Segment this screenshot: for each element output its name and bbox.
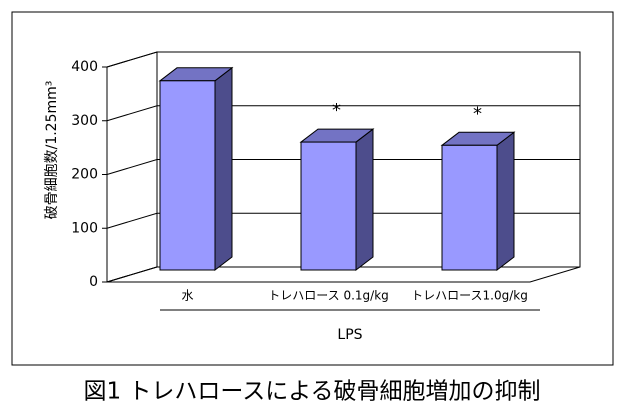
caption: 図1 トレハロースによる破骨細胞増加の抑制 bbox=[83, 379, 540, 405]
y-tick-label: 100 bbox=[71, 220, 98, 236]
y-tick-label: 0 bbox=[89, 274, 98, 290]
x-tick-label: トレハロース1.0g/kg bbox=[411, 289, 528, 303]
annotation: * bbox=[332, 100, 341, 121]
y-axis-label: 破骨細胞数/1.25mm³ bbox=[44, 81, 60, 220]
bar-side bbox=[214, 66, 233, 272]
bar-side bbox=[355, 128, 374, 272]
y-tick-label: 200 bbox=[71, 167, 98, 183]
grid-line bbox=[106, 266, 580, 283]
bar bbox=[159, 80, 216, 271]
group-label: LPS bbox=[337, 327, 362, 343]
grid-line bbox=[106, 159, 580, 175]
x-tick-label: 水 bbox=[181, 289, 193, 303]
y-tick-label: 300 bbox=[71, 113, 98, 129]
annotation: * bbox=[473, 103, 482, 124]
grid-line bbox=[106, 51, 580, 68]
y-tick-label: 400 bbox=[71, 59, 98, 75]
grid-line bbox=[106, 105, 580, 122]
bar-side bbox=[496, 131, 515, 272]
bar bbox=[300, 141, 357, 271]
bar bbox=[441, 144, 498, 271]
x-tick-label: トレハロース 0.1g/kg bbox=[268, 289, 389, 303]
grid-line bbox=[106, 212, 580, 229]
